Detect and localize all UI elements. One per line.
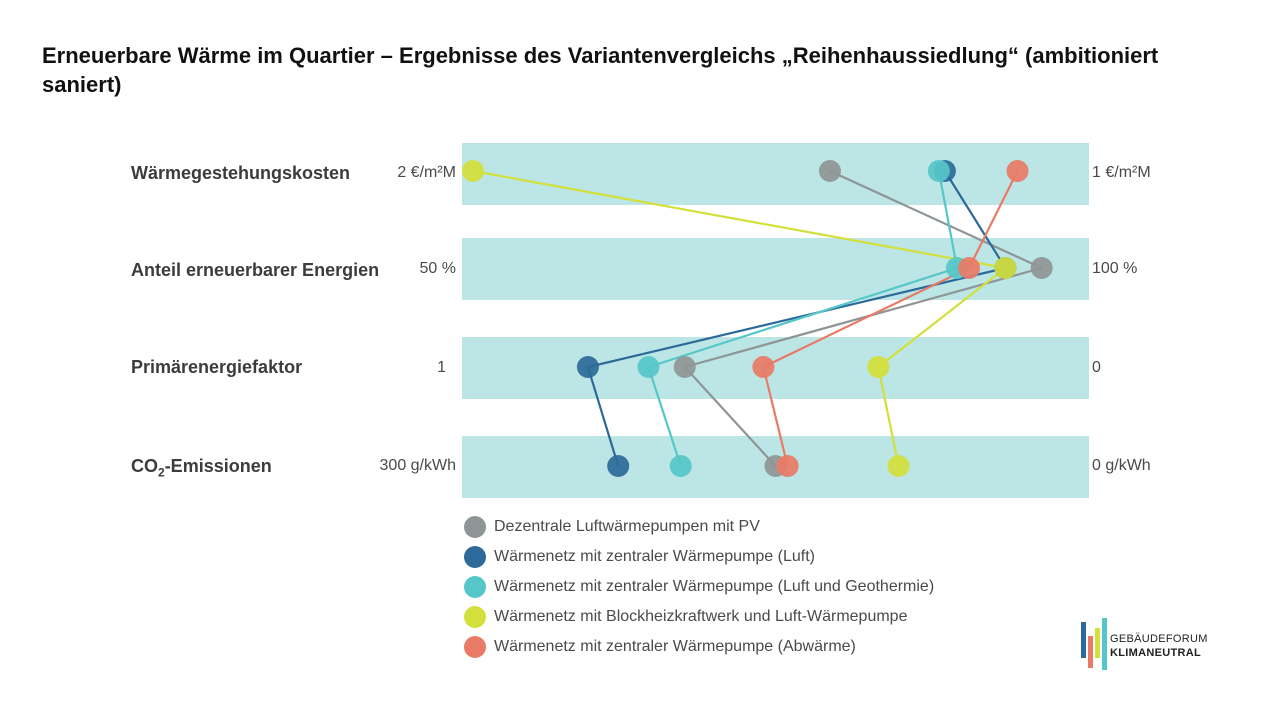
series-3-segment-3 — [647, 366, 682, 467]
legend-item-2: Wärmenetz mit zentraler Wärmepumpe (Luft… — [464, 542, 934, 572]
series-4-point-4 — [887, 455, 910, 477]
legend-label-1: Dezentrale Luftwärmepumpen mit PV — [494, 518, 760, 535]
row-3-left-value: 1 — [437, 359, 446, 376]
legend-dot-2 — [464, 546, 486, 568]
series-3-segment-2 — [648, 266, 958, 369]
series-2-segment-3 — [586, 366, 620, 467]
series-5-point-3 — [752, 356, 775, 378]
row-4-left-value: 300 g/kWh — [379, 457, 456, 474]
band-row-2 — [462, 238, 1089, 300]
co2-label-main: CO — [131, 456, 158, 476]
logo-line-2: KLIMANEUTRAL — [1110, 647, 1201, 659]
band-row-3 — [462, 337, 1089, 399]
legend-item-5: Wärmenetz mit zentraler Wärmepumpe (Abwä… — [464, 632, 934, 662]
legend-item-1: Dezentrale Luftwärmepumpen mit PV — [464, 512, 934, 542]
row-2-left-value: 50 % — [419, 260, 456, 277]
series-1-segment-1 — [829, 169, 1043, 270]
legend-dot-1 — [464, 516, 486, 538]
row-3-right-value: 0 — [1092, 359, 1101, 376]
series-5-point-4 — [776, 455, 799, 477]
row-1-left-value: 2 €/m²M — [397, 164, 456, 181]
series-3-point-4 — [669, 455, 692, 477]
series-3-point-1 — [927, 160, 950, 182]
legend-item-4: Wärmenetz mit Blockheizkraftwerk und Luf… — [464, 602, 934, 632]
band-row-1 — [462, 143, 1089, 205]
series-2-segment-1 — [943, 170, 1007, 269]
row-4-right-value: 0 g/kWh — [1092, 457, 1151, 474]
row-label-waermegestehungskosten: Wärmegestehungskosten — [131, 163, 351, 183]
series-1-segment-3 — [683, 366, 777, 467]
series-1-segment-2 — [684, 266, 1042, 369]
legend-label-3: Wärmenetz mit zentraler Wärmepumpe (Luft… — [494, 578, 935, 595]
row-2-right-value: 100 % — [1092, 260, 1138, 277]
legend-label-4: Wärmenetz mit Blockheizkraftwerk und Luf… — [494, 608, 908, 625]
logo-line-1: GEBÄUDEFORUM — [1110, 633, 1208, 645]
legend-item-3: Wärmenetz mit zentraler Wärmepumpe (Luft… — [464, 572, 934, 602]
series-4-segment-3 — [877, 366, 900, 467]
series-4-point-1 — [462, 160, 484, 182]
legend-dot-3 — [464, 576, 486, 598]
series-5-segment-2 — [762, 267, 970, 368]
logo-bars-icon — [1081, 618, 1107, 670]
co2-label-tail: -Emissionen — [164, 456, 272, 476]
legend-dot-4 — [464, 606, 486, 628]
series-4-point-2 — [994, 257, 1017, 279]
series-4-segment-1 — [472, 169, 1006, 270]
row-label-anteil-erneuerbarer-energien: Anteil erneuerbarer Energien — [131, 260, 380, 280]
series-4-point-3 — [867, 356, 890, 378]
co2-label-sub: 2 — [158, 465, 165, 480]
series-4-segment-2 — [877, 267, 1007, 368]
series-1-point-1 — [818, 160, 841, 182]
legend-label-5: Wärmenetz mit zentraler Wärmepumpe (Abwä… — [494, 638, 856, 655]
row-1-right-value: 1 €/m²M — [1092, 164, 1151, 181]
series-5-point-2 — [958, 257, 981, 279]
legend-label-2: Wärmenetz mit zentraler Wärmepumpe (Luft… — [494, 548, 815, 565]
chart-title: Erneuerbare Wärme im Quartier – Ergebnis… — [42, 43, 1159, 97]
series-3-segment-1 — [937, 170, 959, 269]
row-label-co2-emissionen: CO2-Emissionen — [131, 456, 272, 480]
series-5-segment-3 — [762, 366, 789, 467]
series-5-point-1 — [1006, 160, 1029, 182]
logo-text: GEBÄUDEFORUM KLIMANEUTRAL — [1110, 632, 1208, 660]
series-1-point-3 — [673, 356, 696, 378]
series-1-point-2 — [1030, 257, 1053, 279]
row-label-primaerenergiefaktor: Primärenergiefaktor — [131, 357, 303, 377]
gebaeudeforum-logo: GEBÄUDEFORUM KLIMANEUTRAL — [1080, 618, 1230, 674]
series-5-segment-1 — [968, 170, 1019, 269]
series-2-point-3 — [576, 356, 599, 378]
legend: Dezentrale Luftwärmepumpen mit PV Wärmen… — [464, 512, 934, 662]
series-2-point-4 — [607, 455, 630, 477]
series-3-point-3 — [637, 356, 660, 378]
legend-dot-5 — [464, 636, 486, 658]
